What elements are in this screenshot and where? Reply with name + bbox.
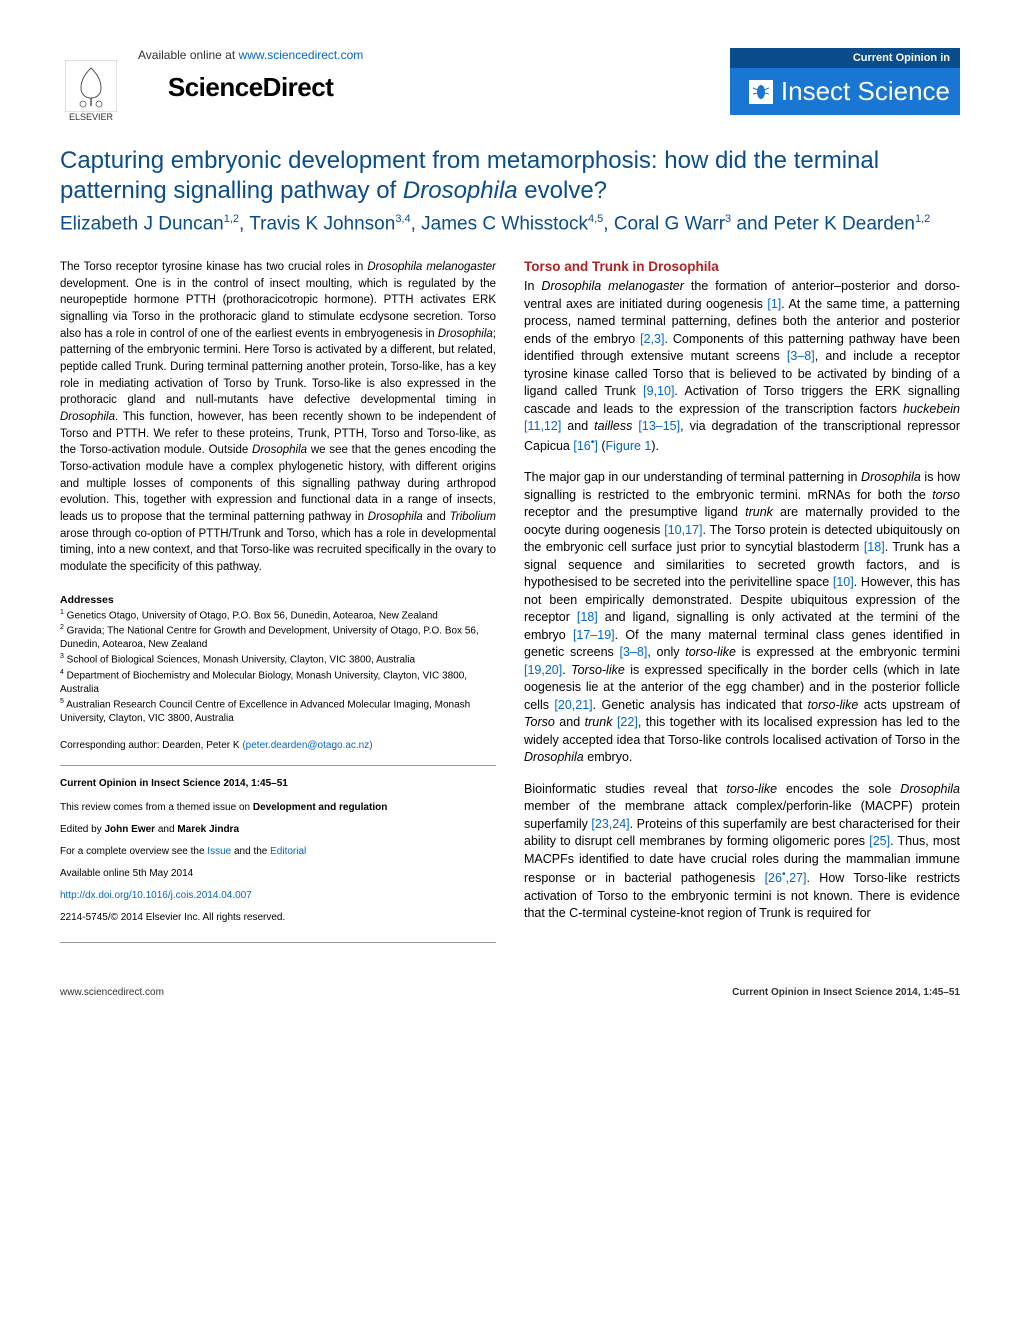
available-online: Available online at www.sciencedirect.co… [138,48,363,62]
publisher-block: ELSEVIER Available online at www.science… [60,48,363,122]
page-footer: www.sciencedirect.com Current Opinion in… [60,979,960,998]
body-paragraph: The major gap in our understanding of te… [524,469,960,767]
corresponding-author: Corresponding author: Dearden, Peter K (… [60,740,496,751]
journal-badge: Current Opinion in Insect Science [730,48,960,115]
elsevier-tree-icon [65,60,117,112]
article-title: Capturing embryonic development from met… [60,146,960,206]
address-item: 1 Genetics Otago, University of Otago, P… [60,608,496,623]
sciencedirect-url[interactable]: www.sciencedirect.com [239,48,364,62]
issue-link[interactable]: Issue [207,846,231,857]
available-date: Available online 5th May 2014 [60,866,496,882]
abstract: The Torso receptor tyrosine kinase has t… [60,259,496,576]
section-heading: Torso and Trunk in Drosophila [524,259,960,274]
addresses-list: 1 Genetics Otago, University of Otago, P… [60,608,496,727]
right-column: Torso and Trunk in Drosophila In Drosoph… [524,259,960,943]
left-column: The Torso receptor tyrosine kinase has t… [60,259,496,943]
address-item: 2 Gravida; The National Centre for Growt… [60,623,496,652]
two-column-layout: The Torso receptor tyrosine kinase has t… [60,259,960,943]
body-paragraph: In Drosophila melanogaster the formation… [524,278,960,455]
page-header: ELSEVIER Available online at www.science… [60,48,960,122]
insect-icon [749,80,773,104]
editorial-link[interactable]: Editorial [270,846,306,857]
address-item: 3 School of Biological Sciences, Monash … [60,652,496,667]
overview-links: For a complete overview see the Issue an… [60,844,496,860]
address-item: 5 Australian Research Council Centre of … [60,697,496,726]
editors: Edited by John Ewer and Marek Jindra [60,822,496,838]
authors: Elizabeth J Duncan1,2, Travis K Johnson3… [60,212,960,237]
article-info-box: Current Opinion in Insect Science 2014, … [60,765,496,943]
footer-right: Current Opinion in Insect Science 2014, … [732,987,960,998]
publisher-name: ELSEVIER [69,112,113,122]
header-center: Available online at www.sciencedirect.co… [138,48,363,103]
journal-reference: Current Opinion in Insect Science 2014, … [60,776,496,792]
addresses-heading: Addresses [60,594,496,606]
themed-issue: This review comes from a themed issue on… [60,800,496,816]
sciencedirect-brand: ScienceDirect [138,72,363,103]
corresponding-email[interactable]: (peter.dearden@otago.ac.nz) [242,740,372,751]
body-paragraph: Bioinformatic studies reveal that torso-… [524,781,960,923]
doi-link[interactable]: http://dx.doi.org/10.1016/j.cois.2014.04… [60,890,252,901]
badge-top: Current Opinion in [730,48,960,68]
elsevier-logo: ELSEVIER [60,48,122,122]
address-item: 4 Department of Biochemistry and Molecul… [60,668,496,697]
footer-left: www.sciencedirect.com [60,987,164,998]
copyright: 2214-5745/© 2014 Elsevier Inc. All right… [60,910,496,926]
badge-main: Insect Science [730,68,960,115]
